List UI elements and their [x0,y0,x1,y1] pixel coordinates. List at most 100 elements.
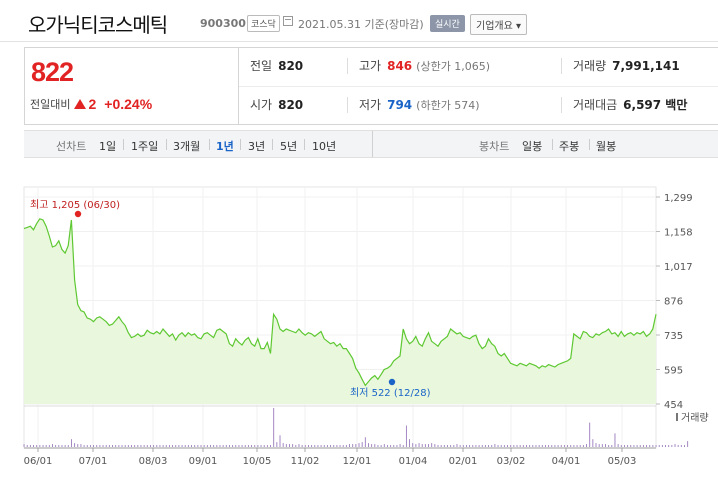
low-value: 794 [387,98,413,112]
tab-3m[interactable]: 3개월 [173,140,201,153]
volume-bar [339,445,341,447]
volume-bar [500,445,502,447]
high-price: 고가 846 (상한가 1,065) [359,57,490,74]
volume-bar [323,445,325,447]
x-tick-label: 02/01 [449,456,478,467]
tab-monthly[interactable]: 월봉 [596,140,617,153]
volume-bar [349,444,350,447]
volume-bar [168,445,170,447]
volume-bar [592,439,594,447]
volume-bar [377,445,379,447]
volume-bar [257,445,259,447]
volume-bar [557,445,559,447]
volume-bar [371,444,373,447]
divider [209,139,210,150]
price-chart[interactable]: 1,299 1,158 1,017 876 735 595 454 06/01 07/01 08/… [0,180,718,483]
volume-bar [677,445,679,447]
volume-bar [311,445,313,447]
volume-bar [213,445,215,447]
volume-bar [244,445,246,447]
tab-daily[interactable]: 일봉 [522,140,543,153]
volume-bar [83,445,85,447]
volume-bar [23,444,25,447]
high-point-marker [74,210,82,218]
volume-bar [39,445,41,447]
volume-bar [36,445,38,447]
volume-bar [437,445,439,447]
volume-bar [630,445,632,447]
divider [561,58,562,74]
price-area [24,218,656,404]
tab-weekly[interactable]: 주봉 [559,140,580,153]
volume-bar [415,444,417,447]
volume-bar [484,445,486,447]
volume-bar [646,445,648,447]
price-box: 822 전일대비 2 +0.24% [24,47,238,125]
volume-bar [99,445,101,447]
volume-bar [478,445,480,447]
volume-bar [292,444,294,447]
volume-bar [671,445,673,447]
volume-bar [516,445,518,447]
company-info-dropdown[interactable]: 기업개요 ▾ [470,14,527,35]
divider [372,131,373,157]
volume-bar [668,445,670,447]
volume-bar [26,445,28,447]
volume-bar [538,445,540,447]
volume-bar [93,445,95,447]
volume-bar [156,445,158,447]
x-tick-label: 03/02 [497,456,526,467]
y-tick-label: 1,299 [664,193,693,204]
divider [347,58,348,74]
volume-bar [661,445,663,447]
chart-period-tabs: 선차트 1일 1주일 3개월 1년 3년 5년 10년 봉차트 일봉 주봉 월봉 [24,130,718,158]
volume-bar [642,445,644,447]
tab-5y[interactable]: 5년 [280,140,298,153]
volume-bar [210,445,211,447]
tab-1w[interactable]: 1주일 [131,140,159,153]
volume-bar [526,445,527,447]
volume-bar [684,445,685,447]
x-tick-label: 04/01 [552,456,581,467]
volume-bar [617,444,619,447]
volume-bar [282,443,284,447]
high-label: 고가 [359,59,382,73]
volume-bar [251,445,253,447]
tab-1d[interactable]: 1일 [99,140,117,153]
volume-bar [595,443,597,447]
volume-bar [314,445,316,447]
volume-bar [263,445,265,447]
volume-bar [627,445,629,447]
stats-row: 시가 820 저가 794 (하한가 574) 거래대금 6,597 백만 [239,86,718,124]
volume-bar [181,445,183,447]
volume-bar [206,445,208,447]
y-tick-label: 595 [664,366,683,377]
high-annotation: 최고 1,205 (06/30) [30,199,120,211]
volume-bar [42,445,44,447]
divider [347,97,348,113]
lower-limit: (하한가 574) [416,99,480,112]
volume-bar [127,445,129,447]
tab-10y[interactable]: 10년 [312,140,337,153]
volume-bar [241,445,243,447]
volume-bar [687,441,689,447]
tab-3y[interactable]: 3년 [248,140,266,153]
volume-bar [633,445,635,447]
volume-bar [191,445,192,447]
volume-bar [399,444,401,447]
volume-bar [108,445,110,447]
realtime-button[interactable]: 실시간 [430,15,465,32]
x-tick-label: 07/01 [79,456,108,467]
volume-bar [680,445,682,447]
y-tick-label: 1,017 [664,262,693,273]
volume-bar [86,445,88,447]
volume-bar [510,445,512,447]
chart-canvas[interactable]: 1,299 1,158 1,017 876 735 595 454 06/01 07/01 08/… [0,180,718,483]
tab-1y[interactable]: 1년 [216,140,234,153]
volume-bar [513,445,515,447]
x-tick-label: 12/01 [343,456,372,467]
volume-bar [134,445,136,447]
x-tick-label: 10/05 [243,456,272,467]
price-change: 전일대비 2 +0.24% [30,96,152,112]
stock-code: 900300 [200,17,246,30]
